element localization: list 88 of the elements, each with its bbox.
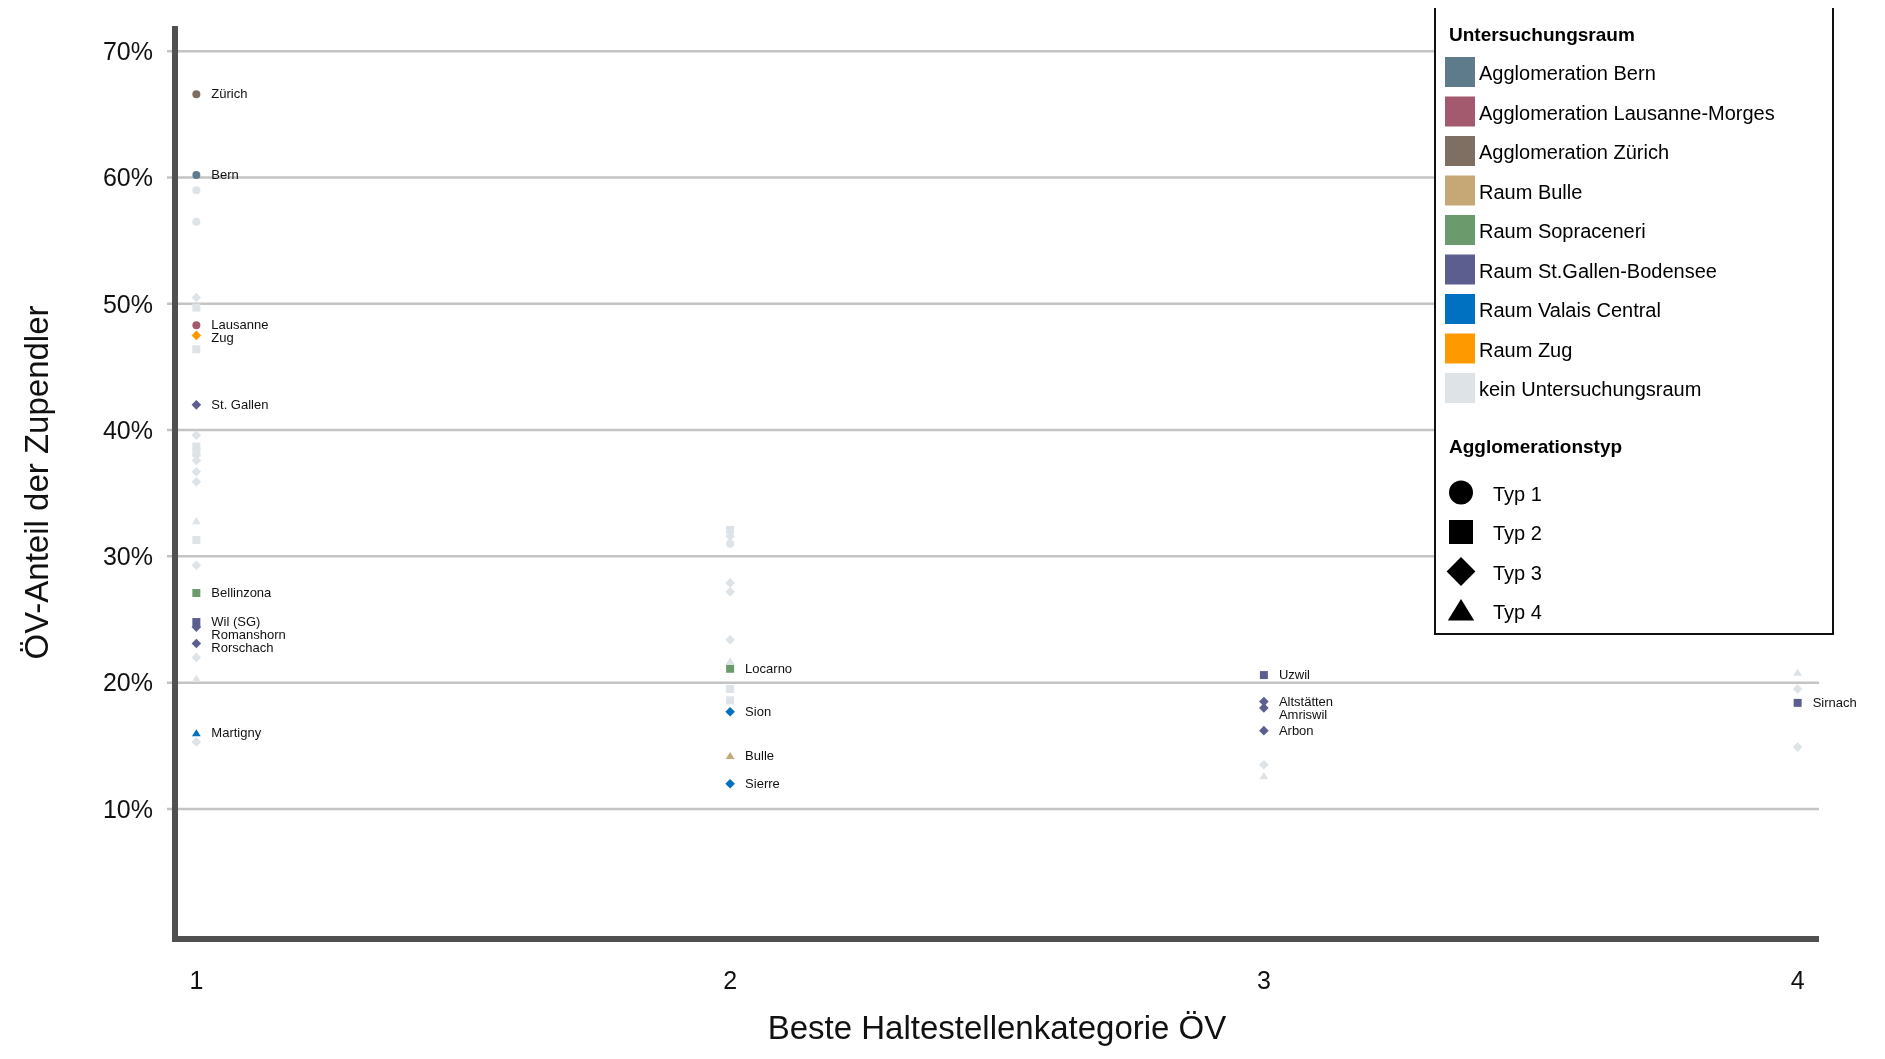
annotation: Bellinzona bbox=[211, 584, 273, 600]
y-tick-label: 70% bbox=[102, 37, 153, 66]
point bbox=[192, 171, 201, 179]
x-tick-label: 2 bbox=[723, 966, 738, 994]
legend-label: Typ 3 bbox=[1493, 561, 1542, 584]
point bbox=[726, 664, 735, 673]
point bbox=[726, 525, 735, 534]
point bbox=[726, 696, 735, 705]
annotation: Zürich bbox=[211, 86, 248, 102]
annotation: Zug bbox=[211, 330, 234, 346]
legend-label: Raum St.Gallen-Bodensee bbox=[1479, 259, 1717, 282]
annotation: Bulle bbox=[745, 747, 775, 763]
annotation: Uzwil bbox=[1278, 667, 1311, 683]
y-tick-label: 30% bbox=[102, 542, 153, 571]
annotation: Arbon bbox=[1278, 722, 1314, 738]
x-tick-label: 4 bbox=[1790, 966, 1805, 994]
legend-label: kein Untersuchungsraum bbox=[1479, 378, 1702, 400]
point bbox=[191, 466, 202, 477]
point bbox=[1259, 772, 1269, 780]
legend-label: Agglomeration Lausanne-Morges bbox=[1479, 101, 1775, 124]
point bbox=[1259, 725, 1269, 736]
point bbox=[1259, 671, 1268, 680]
text: Untersuchungsraum bbox=[1449, 24, 1635, 45]
annotation: Bern bbox=[211, 167, 239, 183]
point bbox=[191, 729, 201, 737]
point bbox=[191, 477, 202, 487]
point bbox=[1793, 668, 1803, 676]
point bbox=[191, 652, 202, 663]
annotation: Locarno bbox=[745, 660, 793, 676]
point bbox=[191, 737, 202, 747]
point bbox=[191, 430, 202, 440]
y-tick-label: 50% bbox=[102, 289, 153, 318]
point bbox=[191, 400, 202, 410]
y-tick-label: 40% bbox=[102, 415, 153, 444]
point bbox=[191, 560, 202, 571]
annotation: Romanshorn bbox=[211, 627, 286, 643]
point bbox=[725, 578, 735, 588]
point bbox=[726, 539, 735, 548]
annotation: Martigny bbox=[211, 725, 262, 741]
point bbox=[192, 321, 201, 330]
point bbox=[192, 345, 201, 354]
legend-label: Typ 4 bbox=[1493, 601, 1542, 623]
annotation: Sierre bbox=[745, 775, 780, 791]
legend-label: Raum Zug bbox=[1479, 338, 1573, 361]
point bbox=[192, 186, 201, 195]
x-axis-title: Beste Haltestellenkategorie ÖV bbox=[767, 1009, 1227, 1046]
point bbox=[192, 535, 201, 544]
y-axis-title: ÖV-Anteil der Zupendler bbox=[18, 305, 55, 660]
legend-label: Typ 2 bbox=[1493, 522, 1542, 544]
annotation: Wil (SG) bbox=[211, 614, 261, 630]
point bbox=[1793, 698, 1802, 707]
point bbox=[725, 586, 735, 597]
point bbox=[192, 618, 201, 627]
point bbox=[725, 751, 735, 760]
point bbox=[725, 657, 735, 665]
y-tick-label: 60% bbox=[102, 163, 153, 192]
legend-label: Raum Bulle bbox=[1479, 180, 1583, 203]
point bbox=[192, 303, 201, 312]
legend-label: Agglomeration Bern bbox=[1479, 62, 1656, 84]
x-tick-label: 3 bbox=[1256, 966, 1271, 994]
annotation: Amriswil bbox=[1278, 706, 1328, 722]
point bbox=[725, 634, 735, 645]
annotation: Lausanne bbox=[211, 317, 269, 333]
annotation: Sion bbox=[745, 703, 772, 719]
annotation: St. Gallen bbox=[211, 396, 269, 412]
point bbox=[725, 706, 735, 717]
legend-label: Agglomeration Zürich bbox=[1479, 141, 1670, 163]
legend-label: Raum Valais Central bbox=[1479, 299, 1661, 321]
point bbox=[726, 684, 735, 693]
annotation: Altstätten bbox=[1278, 693, 1334, 709]
text: Agglomerationstyp bbox=[1449, 435, 1623, 457]
point bbox=[191, 517, 201, 525]
point bbox=[1259, 759, 1269, 770]
y-tick-label: 20% bbox=[102, 668, 153, 697]
point bbox=[191, 330, 202, 341]
point bbox=[1792, 742, 1803, 752]
legend-label: Raum Sopraceneri bbox=[1479, 220, 1646, 242]
x-tick-label: 1 bbox=[189, 966, 204, 994]
point bbox=[1792, 684, 1803, 694]
point bbox=[192, 90, 201, 99]
point bbox=[192, 588, 201, 597]
point bbox=[192, 217, 201, 226]
point bbox=[725, 778, 735, 789]
annotation: Rorschach bbox=[211, 640, 274, 656]
legend-label: Typ 1 bbox=[1493, 482, 1542, 505]
y-tick-label: 10% bbox=[102, 794, 153, 823]
point bbox=[1259, 703, 1269, 713]
annotation: Sirnach bbox=[1812, 694, 1857, 710]
